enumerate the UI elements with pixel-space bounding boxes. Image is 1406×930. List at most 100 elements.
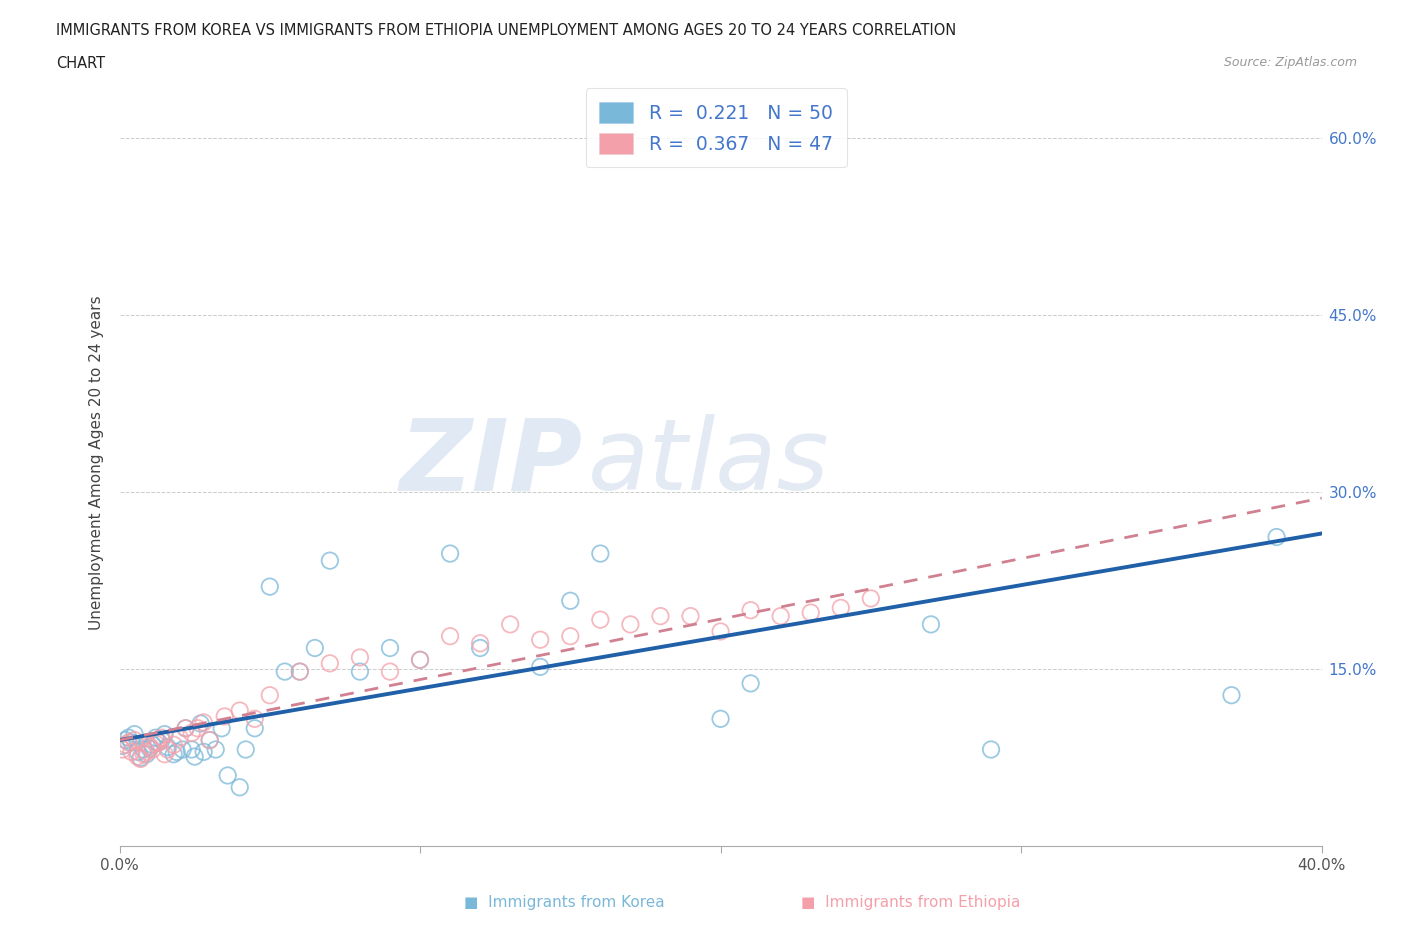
Point	[217, 768, 239, 783]
Point	[156, 742, 179, 757]
Point	[830, 601, 852, 616]
Point	[619, 617, 641, 631]
Point	[174, 721, 197, 736]
Point	[127, 744, 149, 759]
Point	[859, 591, 882, 605]
Point	[132, 747, 155, 762]
Point	[439, 546, 461, 561]
Point	[198, 733, 221, 748]
Point	[162, 737, 184, 752]
Point	[769, 609, 792, 624]
Point	[169, 730, 191, 745]
Point	[111, 738, 134, 753]
Point	[980, 742, 1002, 757]
Point	[1220, 688, 1243, 703]
Point	[349, 650, 371, 665]
Point	[529, 632, 551, 647]
Point	[288, 664, 311, 679]
Point	[259, 579, 281, 594]
Point	[142, 742, 165, 757]
Point	[198, 733, 221, 748]
Text: IMMIGRANTS FROM KOREA VS IMMIGRANTS FROM ETHIOPIA UNEMPLOYMENT AMONG AGES 20 TO : IMMIGRANTS FROM KOREA VS IMMIGRANTS FROM…	[56, 23, 956, 38]
Point	[117, 730, 139, 745]
Point	[349, 664, 371, 679]
Point	[468, 641, 492, 656]
Point	[243, 721, 266, 736]
Point	[193, 744, 215, 759]
Point	[468, 636, 492, 651]
Text: atlas: atlas	[588, 414, 830, 512]
Point	[180, 725, 202, 740]
Point	[193, 715, 215, 730]
Point	[439, 629, 461, 644]
Point	[228, 703, 252, 718]
Point	[304, 641, 326, 656]
Point	[740, 676, 762, 691]
Point	[129, 751, 152, 765]
Point	[124, 726, 146, 741]
Point	[127, 750, 149, 764]
Y-axis label: Unemployment Among Ages 20 to 24 years: Unemployment Among Ages 20 to 24 years	[89, 296, 104, 630]
Point	[499, 617, 522, 631]
Point	[589, 612, 612, 627]
Point	[124, 733, 146, 748]
Text: ■  Immigrants from Ethiopia: ■ Immigrants from Ethiopia	[801, 895, 1021, 910]
Point	[117, 735, 139, 750]
Point	[243, 711, 266, 726]
Point	[114, 737, 136, 752]
Point	[153, 747, 176, 762]
Point	[138, 741, 160, 756]
Point	[142, 737, 165, 752]
Point	[679, 609, 702, 624]
Point	[135, 747, 157, 762]
Point	[150, 733, 173, 748]
Point	[145, 730, 167, 745]
Point	[709, 624, 731, 639]
Point	[1265, 529, 1288, 544]
Point	[190, 716, 212, 731]
Point	[129, 751, 152, 766]
Point	[135, 744, 157, 759]
Point	[920, 617, 942, 631]
Point	[378, 664, 401, 679]
Point	[183, 750, 205, 764]
Point	[121, 744, 143, 759]
Point	[378, 641, 401, 656]
Text: ■  Immigrants from Korea: ■ Immigrants from Korea	[464, 895, 665, 910]
Point	[156, 739, 179, 754]
Point	[319, 553, 342, 568]
Text: CHART: CHART	[56, 56, 105, 71]
Point	[274, 664, 297, 679]
Point	[709, 711, 731, 726]
Point	[560, 593, 582, 608]
Point	[121, 735, 143, 750]
Point	[211, 721, 233, 736]
Point	[204, 742, 226, 757]
Point	[132, 742, 155, 757]
Point	[259, 688, 281, 703]
Point	[138, 738, 160, 753]
Point	[111, 742, 134, 757]
Point	[150, 730, 173, 745]
Point	[180, 742, 202, 757]
Point	[529, 659, 551, 674]
Point	[214, 709, 236, 724]
Point	[174, 721, 197, 736]
Point	[800, 605, 823, 620]
Point	[145, 737, 167, 751]
Point	[153, 726, 176, 741]
Legend: R =  0.221   N = 50, R =  0.367   N = 47: R = 0.221 N = 50, R = 0.367 N = 47	[586, 88, 846, 167]
Point	[560, 629, 582, 644]
Point	[319, 656, 342, 671]
Point	[148, 735, 170, 750]
Point	[166, 744, 188, 759]
Point	[589, 546, 612, 561]
Point	[148, 735, 170, 750]
Point	[228, 780, 252, 795]
Point	[409, 652, 432, 667]
Point	[172, 742, 194, 757]
Point	[187, 721, 209, 736]
Point	[409, 652, 432, 667]
Point	[288, 664, 311, 679]
Point	[740, 603, 762, 618]
